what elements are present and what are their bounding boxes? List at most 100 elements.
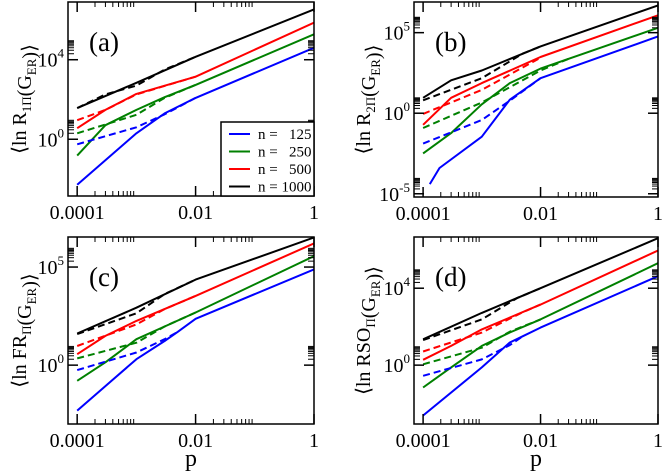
tick-base: 10 [38,50,58,72]
series-n1000-solid [76,8,314,110]
series-n250-dashed [76,311,197,360]
label-subscript: Π [363,318,378,327]
label-text: )⟩ [363,266,385,280]
series-n1000-dashed [422,287,541,342]
series-n500-dashed [76,75,196,122]
label-text: ⟨ln R [353,112,375,154]
tick-base: 10 [384,355,404,377]
y-axis-label: ⟨ln RSOΠ(GER)⟩ [353,266,385,395]
plot-frame [67,236,315,425]
series-n500-solid [76,21,314,130]
y-axis-label: ⟨ln R1Π(GER)⟩ [9,44,41,154]
series-n1000-solid [422,237,658,341]
label-text: ⟨ln R [9,112,31,154]
tick-base: 10 [384,278,404,300]
label-text: (G [358,297,380,318]
label-text: (G [14,304,36,325]
plot-frame [413,236,659,425]
label-subscript: 1Π [19,96,34,112]
label-subscript: ER [368,280,383,297]
y-tick-label: 100 [38,351,65,377]
legend-entry: n = 250 [258,145,311,161]
series-n125-dashed [422,77,542,145]
label-text: (G [14,75,36,96]
x-tick-label: 0.01 [178,430,213,452]
series-n125-solid [422,275,658,417]
x-axis-label: p [185,446,197,472]
tick-exponent: 4 [58,46,65,61]
panel-label: (c) [89,262,119,292]
series-n250-dashed [76,83,196,135]
label-text: ⟨ln FR [9,334,31,387]
y-axis-label: ⟨ln R2Π(GER)⟩ [353,45,385,155]
y-tick-label: 100 [384,99,411,125]
tick-exponent: 4 [404,274,411,289]
y-tick-label: 104 [38,46,65,72]
x-tick-label: 1 [309,202,319,224]
tick-exponent: 0 [58,351,65,366]
series-n500-solid [422,249,658,361]
series-n125-dashed [76,97,197,146]
series-n1000-dashed [76,278,197,336]
label-subscript: 2Π [363,97,378,113]
y-tick-label: 105 [384,19,411,45]
label-text: )⟩ [19,44,41,58]
tick-base: 10 [384,23,404,45]
tick-base: 10 [384,103,404,125]
tick-base: 10 [38,257,58,279]
tick-base: 10 [38,355,58,377]
y-tick-label: 100 [38,125,65,151]
label-subscript: ER [24,287,39,304]
x-tick-label: 0.0001 [50,430,105,452]
panel-label: (b) [435,27,466,57]
series-n250-dashed [422,57,569,129]
series-n250-solid [76,33,314,157]
tick-exponent: 0 [404,351,411,366]
tick-exponent: 5 [58,253,65,268]
x-tick-label: 0.01 [523,430,558,452]
series-n500-solid [76,242,314,356]
x-tick-label: 0.01 [523,203,558,225]
plot-frame [67,1,315,197]
series-n250-solid [76,255,314,382]
x-tick-label: 1 [309,430,319,452]
tick-exponent: 0 [404,99,411,114]
legend-entry: n = 500 [258,162,311,178]
label-text: ⟨ln RSO [353,328,375,395]
x-tick-label: 0.0001 [396,203,451,225]
series-n125-dashed [422,335,524,377]
label-subscript: ER [24,58,39,75]
x-tick-label: 0.0001 [50,202,105,224]
y-tick-label: 10-5 [379,180,410,206]
tick-base: 10 [379,184,399,206]
legend-entry: n = 1000 [258,180,311,196]
label-subscript: ER [368,59,383,76]
legend-entry: n = 125 [258,127,311,143]
x-tick-label: 1 [653,430,663,452]
x-tick-label: 0.01 [178,202,213,224]
x-tick-label: 1 [653,203,663,225]
panel-label: (a) [89,27,119,57]
label-text: )⟩ [19,273,41,287]
x-axis-label: p [530,446,542,472]
tick-exponent: -5 [399,180,410,195]
series-n500-solid [422,14,658,126]
y-tick-label: 104 [384,274,411,300]
tick-base: 10 [38,129,58,151]
label-text: )⟩ [363,45,385,59]
series-n1000-solid [422,4,658,99]
panel-label: (d) [435,262,466,292]
label-subscript: Π [19,325,34,334]
series-n500-dashed [76,294,196,347]
label-text: (G [358,76,380,97]
x-tick-label: 0.0001 [396,430,451,452]
series-n125-solid [428,35,658,185]
series-n250-dashed [422,318,541,366]
y-tick-label: 100 [384,351,411,377]
tick-exponent: 5 [404,19,411,34]
